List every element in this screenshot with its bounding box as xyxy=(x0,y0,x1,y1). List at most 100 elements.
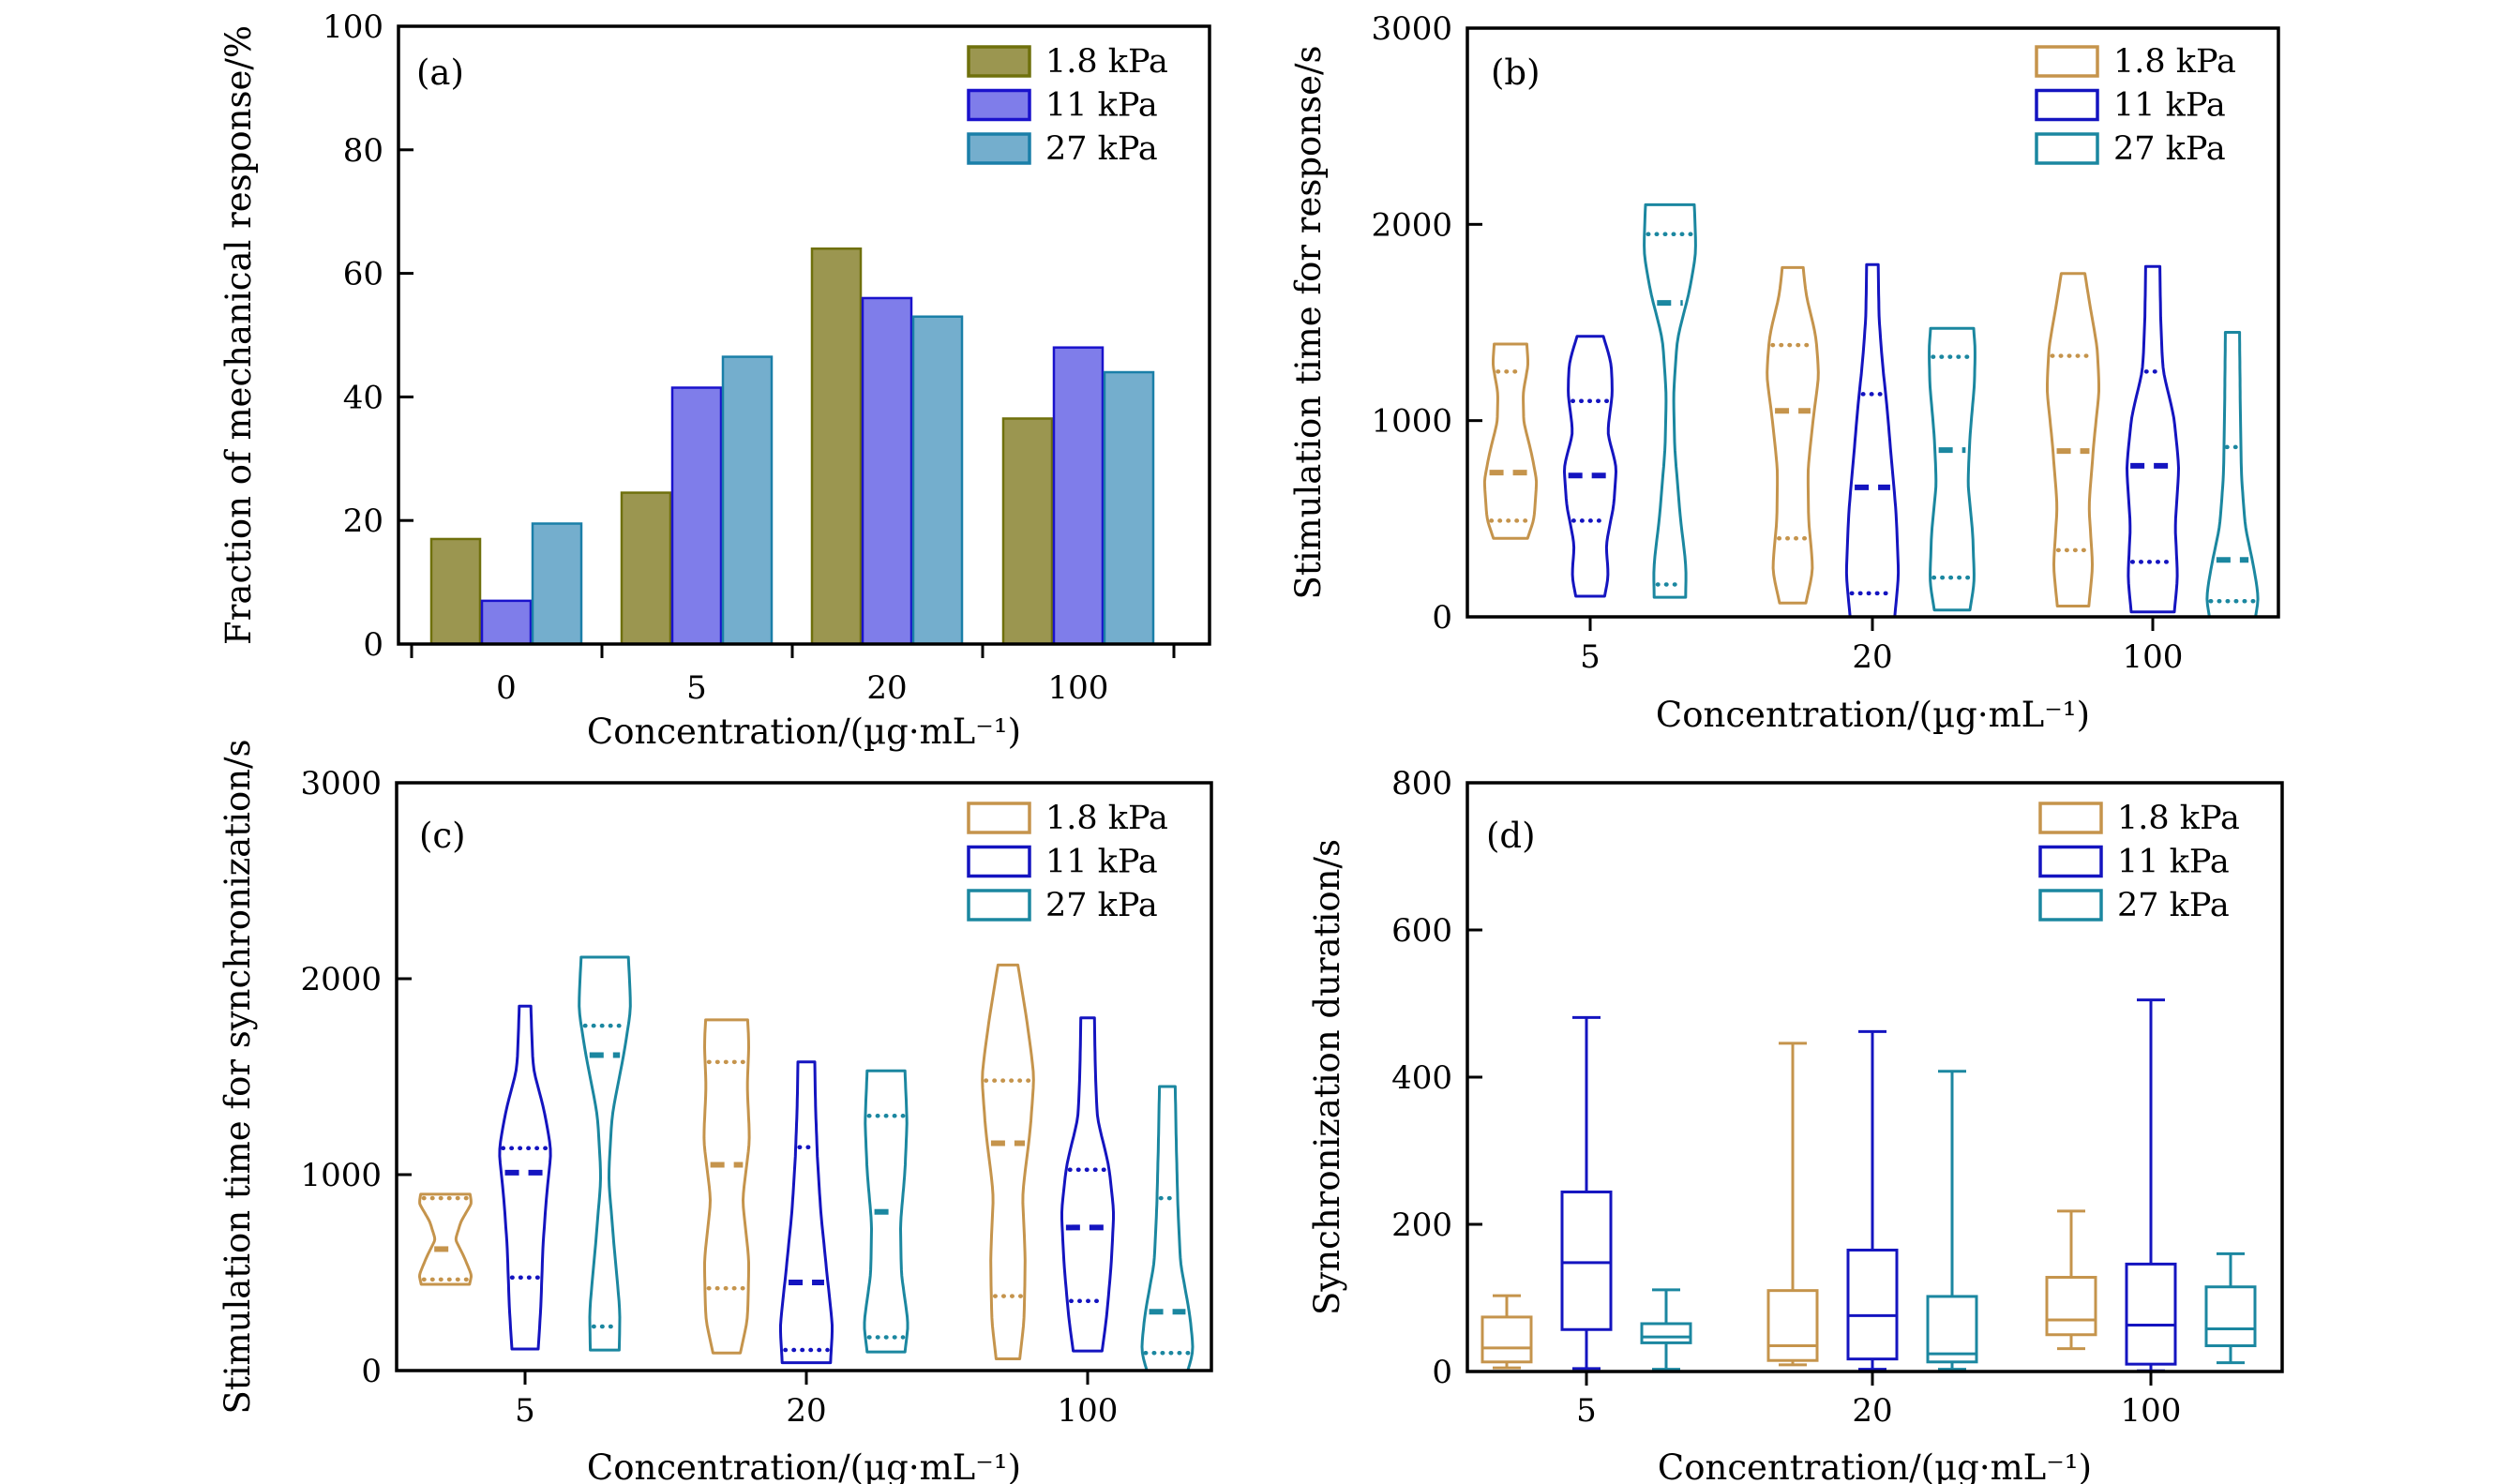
legend-item-1.8kPa: 1.8 kPa xyxy=(967,800,1168,837)
bar-a-5-1.8kPa xyxy=(620,491,672,646)
label: 27 kPa xyxy=(1045,887,1158,924)
label: 800 xyxy=(1391,765,1452,802)
bar-a-0-27kPa xyxy=(531,522,583,646)
violin-outline xyxy=(1928,326,1976,612)
label: 0 xyxy=(1432,599,1452,637)
bar-a-100-27kPa xyxy=(1103,370,1155,646)
legend-swatch xyxy=(967,845,1031,878)
x-axis-label: Concentration/(µg·mL⁻¹) xyxy=(1656,695,2090,735)
label: 5 xyxy=(515,1392,535,1430)
bar-a-100-1.8kPa xyxy=(1001,417,1054,646)
label: 20 xyxy=(343,502,383,540)
violin-b-5-11kPa xyxy=(1563,335,1617,598)
y-axis-label: Synchronization duration/s xyxy=(1307,839,1347,1315)
box-rect xyxy=(2125,1262,2177,1366)
violin-b-100-11kPa xyxy=(2126,264,2180,614)
legend-item-1.8kPa: 1.8 kPa xyxy=(967,43,1168,81)
label: 2000 xyxy=(300,961,382,998)
legend-swatch xyxy=(967,45,1031,78)
box-d-20-1.8kPa xyxy=(1766,1042,1819,1367)
label: 1000 xyxy=(300,1157,382,1194)
violin-c-20-27kPa xyxy=(863,1069,909,1354)
violin-outline xyxy=(1060,1016,1115,1353)
bar-a-5-27kPa xyxy=(721,355,774,646)
x-axis-label: Concentration/(µg·mL⁻¹) xyxy=(587,712,1021,752)
legend-item-11kPa: 11 kPa xyxy=(2038,844,2230,881)
bar-a-0-1.8kPa xyxy=(429,537,482,646)
label: 5 xyxy=(686,669,707,707)
legend-item-1.8kPa: 1.8 kPa xyxy=(2038,800,2240,837)
box-rect xyxy=(1926,1295,1978,1364)
legend-item-11kPa: 11 kPa xyxy=(967,87,1158,125)
box-rect xyxy=(1560,1190,1613,1331)
bar-a-20-1.8kPa xyxy=(810,247,863,646)
plot-frame xyxy=(395,781,1213,1372)
legend-swatch xyxy=(967,132,1031,165)
box-rect xyxy=(1766,1289,1819,1362)
legend-swatch xyxy=(967,88,1031,122)
label: 1.8 kPa xyxy=(2113,43,2236,81)
violin-outline xyxy=(702,1018,751,1355)
panel-label-c: (c) xyxy=(419,816,466,856)
label: 5 xyxy=(1576,1392,1597,1430)
violin-c-100-11kPa xyxy=(1060,1016,1115,1353)
label: 1.8 kPa xyxy=(1045,43,1168,81)
violin-outline xyxy=(981,963,1035,1360)
label: 20 xyxy=(786,1392,826,1430)
bar-a-20-11kPa xyxy=(861,296,913,646)
violin-b-20-11kPa xyxy=(1844,262,1901,619)
box-d-20-27kPa xyxy=(1926,1070,1978,1372)
label: 100 xyxy=(2123,638,2184,676)
legend-swatch xyxy=(967,802,1031,834)
label: 80 xyxy=(343,132,383,170)
label: 100 xyxy=(2121,1392,2182,1430)
label: 27 kPa xyxy=(1045,130,1158,168)
y-axis-label: Stimulation time for response/s xyxy=(1288,46,1329,600)
box-rect xyxy=(2045,1276,2097,1337)
violin-c-100-1.8kPa xyxy=(981,963,1035,1360)
legend-item-27kPa: 27 kPa xyxy=(2035,130,2226,168)
x-axis-label: Concentration/(µg·mL⁻¹) xyxy=(587,1447,1021,1484)
label: 11 kPa xyxy=(2113,87,2226,125)
box-d-100-11kPa xyxy=(2125,998,2177,1372)
violin-c-5-1.8kPa xyxy=(418,1192,473,1286)
legend-swatch xyxy=(2035,132,2099,165)
bar-a-5-11kPa xyxy=(670,386,723,646)
label: 100 xyxy=(1048,669,1109,707)
bar-a-100-11kPa xyxy=(1052,346,1105,646)
panel-label-b: (b) xyxy=(1491,52,1541,93)
panel-a: 0 20 40 60 80 100 Fraction of mechanical respo… xyxy=(218,8,1211,752)
label: 3000 xyxy=(1371,10,1452,48)
violin-outline xyxy=(2126,264,2180,614)
box-rect xyxy=(2204,1285,2257,1348)
legend-item-1.8kPa: 1.8 kPa xyxy=(2035,43,2236,81)
legend-swatch xyxy=(2038,802,2103,834)
x-axis-label: Concentration/(µg·mL⁻¹) xyxy=(1658,1447,2092,1484)
label: 2000 xyxy=(1371,206,1452,244)
label: 100 xyxy=(1058,1392,1119,1430)
violin-outline xyxy=(2205,331,2260,619)
violin-c-20-1.8kPa xyxy=(702,1018,751,1355)
label: 5 xyxy=(1580,638,1601,676)
label: 100 xyxy=(323,8,383,46)
legend-swatch xyxy=(2038,845,2103,878)
legend-item-11kPa: 11 kPa xyxy=(967,844,1158,881)
box-rect xyxy=(1640,1322,1692,1344)
legend-item-27kPa: 27 kPa xyxy=(2038,887,2230,924)
y-axis-label: Fraction of mechanical response/% xyxy=(218,25,259,645)
legend-swatch xyxy=(2035,88,2099,122)
legend-swatch xyxy=(2035,45,2099,78)
label: 1000 xyxy=(1371,403,1452,441)
violin-outline xyxy=(2046,272,2100,607)
bar-a-20-27kPa xyxy=(911,315,964,646)
violin-outline xyxy=(1482,342,1539,540)
label: 0 xyxy=(496,669,517,707)
label: 11 kPa xyxy=(2117,844,2230,881)
box-rect xyxy=(1846,1248,1899,1361)
violin-outline xyxy=(498,1004,552,1351)
violin-c-20-11kPa xyxy=(779,1060,834,1365)
violin-c-100-27kPa xyxy=(1140,1085,1195,1372)
label: 60 xyxy=(343,256,383,293)
label: 40 xyxy=(343,379,383,416)
